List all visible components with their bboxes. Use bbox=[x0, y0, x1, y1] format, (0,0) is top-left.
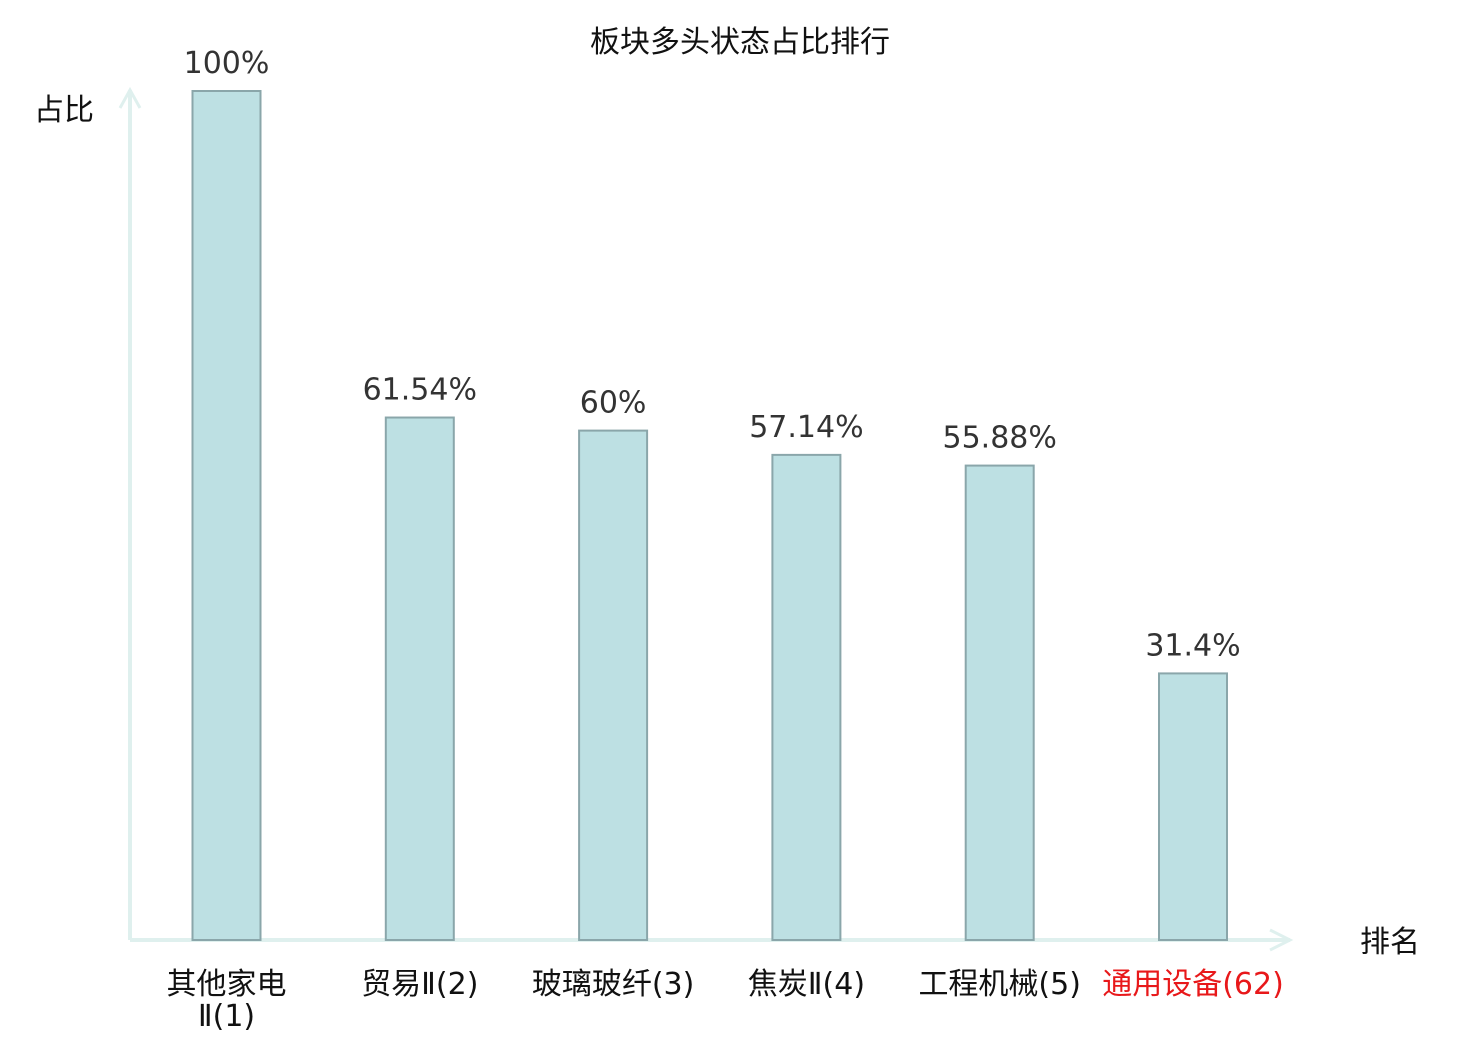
bar bbox=[771, 453, 842, 941]
category-label: 工程机械(5) bbox=[918, 967, 1081, 1002]
value-label: 60% bbox=[580, 386, 647, 421]
y-axis bbox=[118, 86, 142, 940]
y-axis-arrow-icon bbox=[118, 86, 142, 109]
value-label: 57.14% bbox=[749, 410, 863, 445]
category-label: 通用设备(62) bbox=[1102, 967, 1284, 1002]
chart-title: 板块多头状态占比排行 bbox=[590, 25, 890, 60]
value-label: 100% bbox=[184, 46, 270, 81]
bar-series bbox=[191, 90, 1228, 941]
bar bbox=[191, 90, 262, 941]
category-label: 焦炭Ⅱ(4) bbox=[748, 967, 865, 1002]
category-label-line2: Ⅱ(1) bbox=[198, 999, 255, 1034]
value-label: 55.88% bbox=[943, 421, 1057, 456]
category-label: 贸易Ⅱ(2) bbox=[361, 967, 478, 1002]
value-labels: 100% 61.54% 60% 57.14% 55.88% 31.4% bbox=[184, 46, 1241, 663]
x-axis-label: 排名 bbox=[1360, 925, 1420, 960]
bar bbox=[384, 416, 455, 941]
category-label: 玻璃玻纤(3) bbox=[532, 967, 695, 1002]
category-label: 其他家电 bbox=[167, 967, 287, 1002]
value-label: 31.4% bbox=[1145, 628, 1240, 663]
value-label: 61.54% bbox=[363, 373, 477, 408]
bar bbox=[964, 464, 1035, 941]
x-axis-arrow-icon bbox=[1269, 928, 1294, 952]
bar bbox=[578, 429, 649, 941]
bar bbox=[1158, 672, 1228, 941]
y-axis-label: 占比 bbox=[34, 93, 94, 128]
x-axis bbox=[130, 928, 1294, 952]
